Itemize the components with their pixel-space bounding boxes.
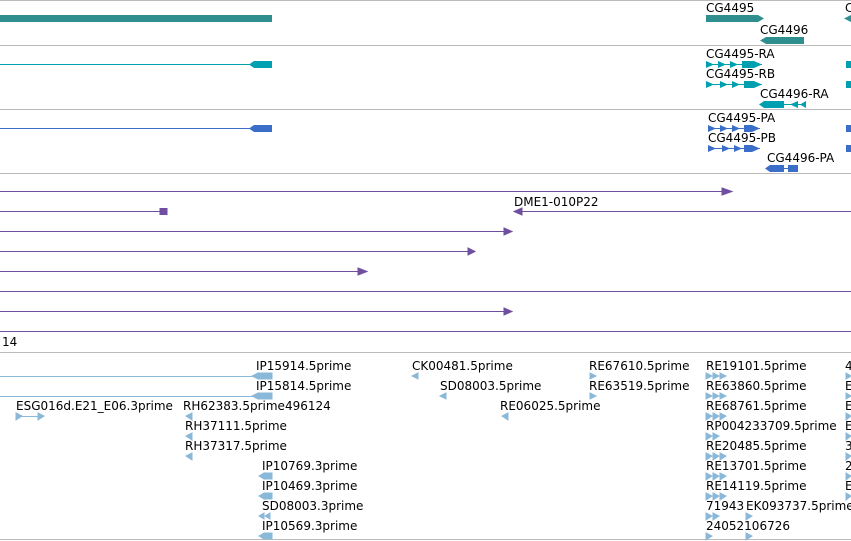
est-label-edge[interactable]: 2 <box>845 459 851 473</box>
protein-edge[interactable] <box>846 145 851 152</box>
clone-end-arrow <box>721 187 734 196</box>
est-label[interactable]: EK093737.5prime <box>746 499 851 513</box>
est-feature[interactable] <box>264 512 271 520</box>
gene-feature-cg4496[interactable] <box>766 37 804 44</box>
est-feature[interactable] <box>258 512 265 520</box>
est-label[interactable]: SD08003.5prime <box>440 379 542 393</box>
clone-end-arrow <box>503 227 514 236</box>
est-label[interactable]: RE63519.5prime <box>589 379 690 393</box>
gene-feature-cg4495[interactable] <box>706 15 758 22</box>
est-feature-cluster[interactable] <box>705 372 753 541</box>
transcript-cg4496-ra[interactable] <box>759 101 806 108</box>
est-feature[interactable] <box>185 452 193 461</box>
est-track <box>0 372 851 541</box>
clone-track <box>0 187 851 332</box>
est-label-edge[interactable]: E <box>845 379 851 393</box>
est-arrow <box>258 472 265 480</box>
est-arrow <box>258 492 265 500</box>
est-label[interactable]: RE06025.5prime <box>500 399 601 413</box>
est-label[interactable]: IP15814.5prime <box>256 379 352 393</box>
transcript-label-cg4496-ra[interactable]: CG4496-RA <box>760 87 829 101</box>
gene-label-edge[interactable]: C <box>845 1 851 15</box>
transcript-cg4495-ra[interactable] <box>706 61 762 68</box>
est-label-edge[interactable]: E <box>845 479 851 493</box>
clone-end-arrow <box>512 207 523 216</box>
transcript-exon[interactable] <box>254 61 272 68</box>
clone-end-marker <box>159 208 168 215</box>
est-feature[interactable] <box>589 392 598 400</box>
est-label[interactable]: RH37317.5prime <box>185 439 287 453</box>
est-label[interactable]: 24052106726 <box>706 519 790 533</box>
est-label[interactable]: RE67610.5prime <box>589 359 690 373</box>
transcript-label-cg4495-rb[interactable]: CG4495-RB <box>706 67 776 81</box>
protein-cg4495-pa[interactable] <box>708 125 760 132</box>
protein-edge[interactable] <box>846 125 851 132</box>
gene-label-cg4495[interactable]: CG4495 <box>706 1 755 15</box>
est-label[interactable]: IP10769.3prime <box>262 459 358 473</box>
est-label[interactable]: RP004233709.5prime <box>706 419 837 433</box>
protein-label-cg4496-pa[interactable]: CG4496-PA <box>767 151 835 165</box>
est-arrow <box>250 392 259 400</box>
gene-feature[interactable] <box>0 15 272 22</box>
est-feature[interactable] <box>410 372 419 380</box>
est-feature[interactable] <box>438 392 447 400</box>
est-label[interactable]: RE19101.5prime <box>706 359 807 373</box>
gene-strand-arrow <box>760 37 766 44</box>
clone-label-14[interactable]: 14 <box>2 335 18 349</box>
transcript-label-cg4495-ra[interactable]: CG4495-RA <box>706 47 775 61</box>
est-arrow <box>250 372 259 380</box>
est-label[interactable]: RE14119.5prime <box>706 479 807 493</box>
protein-label-cg4495-pa[interactable]: CG4495-PA <box>708 111 776 125</box>
clone-end-arrow <box>357 267 369 276</box>
transcript-arrow <box>249 61 254 68</box>
est-label[interactable]: RE20485.5prime <box>706 439 807 453</box>
est-label[interactable]: 71943 <box>706 499 745 513</box>
est-label[interactable]: IP10569.3prime <box>262 519 358 533</box>
gene-feature-edge[interactable] <box>844 15 851 22</box>
clone-label-dme1-010p22[interactable]: DME1-010P22 <box>514 195 599 209</box>
transcript-edge[interactable] <box>846 61 851 68</box>
protein-arrow <box>249 125 254 132</box>
est-feature[interactable] <box>15 412 23 421</box>
clone-end-arrow <box>467 247 477 256</box>
gene-label-cg4496[interactable]: CG4496 <box>760 23 809 37</box>
est-label[interactable]: IP15914.5prime <box>256 359 352 373</box>
est-label[interactable]: RH62383.5prime <box>183 399 285 413</box>
est-label[interactable]: ESG016d.E21_E06.3prime <box>16 399 173 413</box>
est-label[interactable]: SD08003.3prime <box>262 499 364 513</box>
est-feature[interactable] <box>501 412 509 421</box>
gene-strand-arrow <box>758 15 764 22</box>
est-feature-edge[interactable] <box>845 372 851 502</box>
est-feature[interactable] <box>185 432 193 441</box>
clone-end-arrow <box>503 307 514 316</box>
est-feature[interactable] <box>589 372 598 380</box>
transcript-edge[interactable] <box>846 81 851 88</box>
est-label[interactable]: CK00481.5prime <box>412 359 513 373</box>
protein-cg4496-pa[interactable] <box>765 165 798 172</box>
est-label-edge[interactable]: 4 <box>845 359 851 373</box>
est-label[interactable]: RH37111.5prime <box>185 419 287 433</box>
est-label[interactable]: 496124 <box>285 399 331 413</box>
est-label[interactable]: RE63860.5prime <box>706 379 807 393</box>
est-label-edge[interactable]: E <box>845 399 851 413</box>
est-feature[interactable] <box>185 412 193 421</box>
protein-label-cg4495-pb[interactable]: CG4495-PB <box>708 131 777 145</box>
protein-cg4495-pb[interactable] <box>708 145 760 152</box>
est-feature[interactable] <box>263 532 273 540</box>
est-label[interactable]: IP10469.3prime <box>262 479 358 493</box>
est-arrow <box>258 532 265 540</box>
est-label[interactable]: RE68761.5prime <box>706 399 807 413</box>
est-label-edge[interactable]: 3 <box>845 439 851 453</box>
protein-exon[interactable] <box>254 125 272 132</box>
transcript-cg4495-rb[interactable] <box>706 81 762 88</box>
est-label[interactable]: RE13701.5prime <box>706 459 807 473</box>
est-feature[interactable] <box>37 412 45 421</box>
est-label-edge[interactable]: E <box>845 419 851 433</box>
